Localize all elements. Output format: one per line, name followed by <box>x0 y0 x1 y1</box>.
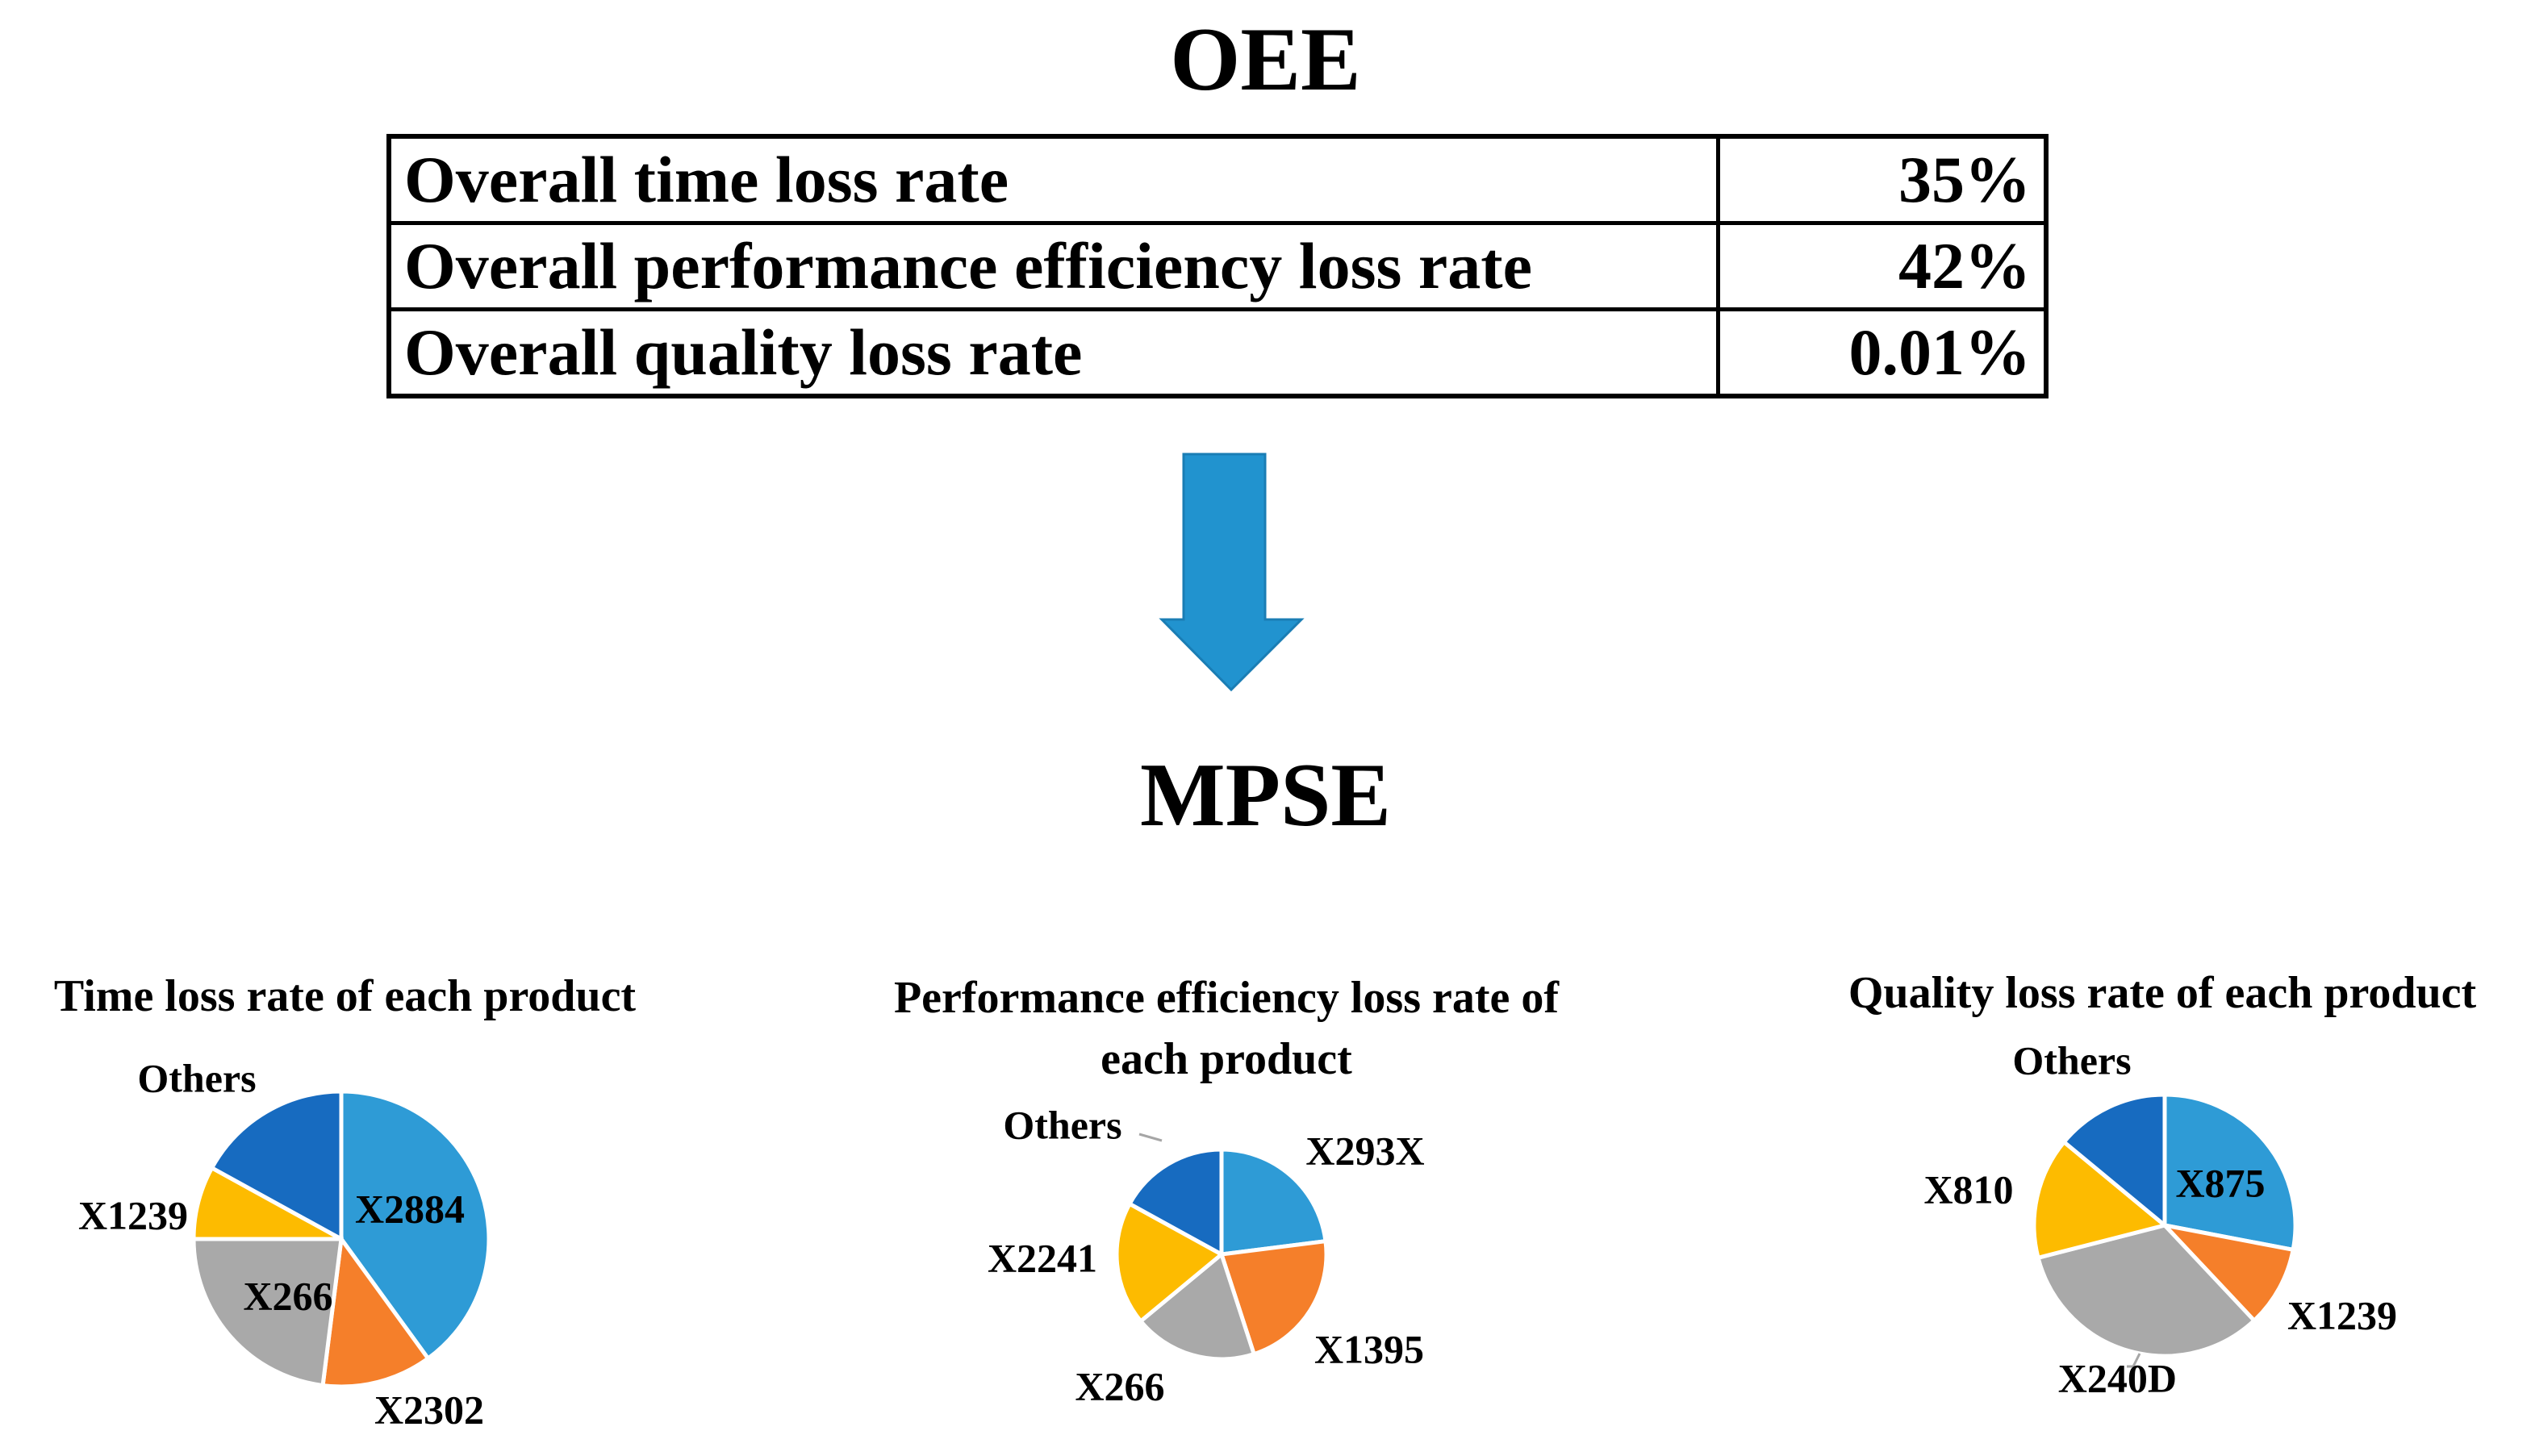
pie-slice-x810 <box>2032 1139 2170 1261</box>
pie-title-performance-line2: each product <box>1101 1034 1352 1084</box>
pie-slice-x1395 <box>1218 1238 1329 1357</box>
pie-chart-3: X875 X1239 X240D X810 Others <box>1923 1037 2397 1400</box>
row-value-quality-loss: 0.01% <box>1716 307 2049 398</box>
down-arrow-icon <box>1159 453 1305 692</box>
pie-chart-1: X2884 X2302 X266 X1239 Others <box>78 1055 491 1432</box>
pie-chart-2: X293X X1395 X266 X2241 Others <box>988 1102 1425 1408</box>
pie-label-x1239: X1239 <box>78 1192 188 1237</box>
pie-label-others: Others <box>1003 1102 1121 1147</box>
pie-slice-x266 <box>191 1237 344 1388</box>
pie-label-others: Others <box>2012 1037 2131 1083</box>
pie-label-x266: X266 <box>1075 1363 1164 1408</box>
pie-label-x240d: X240D <box>2058 1355 2177 1400</box>
pie-slice-others <box>1126 1147 1224 1258</box>
pie-title-performance-line1: Performance efficiency loss rate of <box>893 973 1560 1023</box>
pie-slice-others <box>209 1089 344 1243</box>
pie-slice-x266 <box>1138 1250 1257 1362</box>
table-row: Overall quality loss rate 0.01% <box>386 307 2049 398</box>
pie-label-x2884: X2884 <box>355 1186 465 1231</box>
row-label-time-loss: Overall time loss rate <box>386 134 1720 225</box>
pie-slice-x1239 <box>2158 1222 2296 1324</box>
row-value-performance-loss: 42% <box>1716 221 2049 311</box>
pie-title-time: Time loss rate of each product <box>53 971 637 1021</box>
row-label-performance-loss: Overall performance efficiency loss rate <box>386 221 1720 311</box>
pie-label-x875: X875 <box>2175 1160 2265 1205</box>
pie-label-x810: X810 <box>1923 1166 2013 1212</box>
pie-label-x2302: X2302 <box>374 1387 484 1432</box>
row-value-time-loss: 35% <box>1716 134 2049 225</box>
pie-label-x1239: X1239 <box>2287 1292 2397 1337</box>
pie-label-x266: X266 <box>243 1273 332 1318</box>
pie-slice-x2302 <box>320 1233 432 1389</box>
pie-label-x293x: X293X <box>1305 1128 1424 1173</box>
table-row: Overall time loss rate 35% <box>386 134 2049 225</box>
pie-label-others: Others <box>137 1055 256 1100</box>
row-label-quality-loss: Overall quality loss rate <box>386 307 1720 398</box>
table-row: Overall performance efficiency loss rate… <box>386 221 2049 311</box>
pie-slice-x293x <box>1219 1147 1328 1257</box>
pie-label-x2241: X2241 <box>988 1235 1097 1280</box>
leader-line <box>2127 1353 2141 1368</box>
oee-loss-table: Overall time loss rate 35% Overall perfo… <box>386 134 2049 398</box>
leader-line <box>1138 1133 1163 1142</box>
pie-title-quality: Quality loss rate of each product <box>1848 968 2477 1018</box>
mpse-title: MPSE <box>1139 745 1392 845</box>
oee-title: OEE <box>1170 10 1361 110</box>
pie-slice-others <box>2061 1092 2167 1230</box>
pie-slice-x240d <box>2036 1223 2257 1358</box>
pie-label-x1395: X1395 <box>1314 1326 1424 1371</box>
pie-slice-x875 <box>2162 1092 2298 1253</box>
pie-slice-x2884 <box>339 1089 491 1362</box>
pie-slice-x2241 <box>1114 1200 1226 1325</box>
